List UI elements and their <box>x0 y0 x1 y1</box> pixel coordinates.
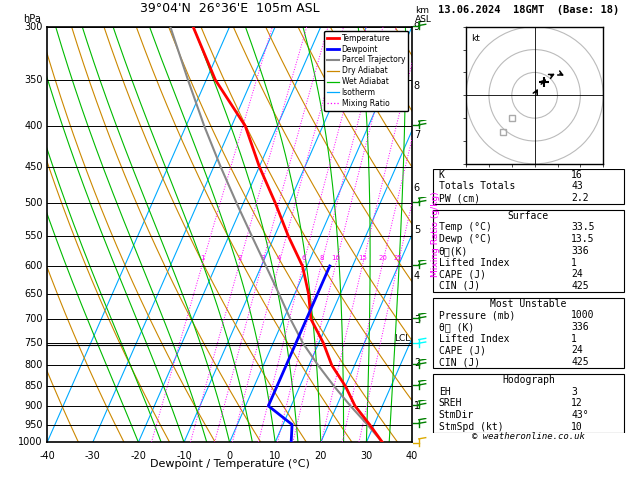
Text: Pressure (mb): Pressure (mb) <box>438 310 515 320</box>
Text: 13.5: 13.5 <box>571 234 595 244</box>
Text: 4: 4 <box>414 271 420 281</box>
Text: 1: 1 <box>571 334 577 344</box>
Text: 33.5: 33.5 <box>571 222 595 232</box>
Text: km
ASL: km ASL <box>415 6 432 24</box>
Text: 350: 350 <box>25 75 43 85</box>
Text: 4: 4 <box>277 255 281 260</box>
Text: 300: 300 <box>25 22 43 32</box>
Text: 5: 5 <box>414 225 420 235</box>
Text: 40: 40 <box>406 451 418 461</box>
Text: 10: 10 <box>331 255 340 260</box>
Text: 43: 43 <box>571 181 583 191</box>
Text: SREH: SREH <box>438 398 462 408</box>
Text: 2: 2 <box>237 255 242 260</box>
Text: 3: 3 <box>414 314 420 325</box>
Text: -20: -20 <box>130 451 147 461</box>
Text: 1000: 1000 <box>571 310 595 320</box>
X-axis label: Dewpoint / Temperature (°C): Dewpoint / Temperature (°C) <box>150 459 309 469</box>
Text: 2: 2 <box>414 358 420 368</box>
Text: θᴄ(K): θᴄ(K) <box>438 246 468 256</box>
Text: θᴄ (K): θᴄ (K) <box>438 322 474 332</box>
Text: 850: 850 <box>25 381 43 391</box>
Text: 600: 600 <box>25 261 43 271</box>
Text: 39°04'N  26°36'E  105m ASL: 39°04'N 26°36'E 105m ASL <box>140 1 320 15</box>
Text: CIN (J): CIN (J) <box>438 281 480 291</box>
Text: Most Unstable: Most Unstable <box>490 298 567 309</box>
Text: 425: 425 <box>571 357 589 367</box>
Text: 10: 10 <box>571 422 583 432</box>
Text: 1: 1 <box>414 400 420 411</box>
Text: hPa: hPa <box>23 14 41 24</box>
Text: Lifted Index: Lifted Index <box>438 334 509 344</box>
Text: -10: -10 <box>176 451 192 461</box>
Text: 550: 550 <box>24 231 43 241</box>
Text: 1000: 1000 <box>18 437 43 447</box>
Text: 650: 650 <box>25 289 43 298</box>
Text: 1: 1 <box>201 255 205 260</box>
FancyBboxPatch shape <box>433 374 624 433</box>
Text: kt: kt <box>470 34 479 43</box>
Text: CAPE (J): CAPE (J) <box>438 346 486 355</box>
Text: Dewp (°C): Dewp (°C) <box>438 234 491 244</box>
Text: 700: 700 <box>25 314 43 324</box>
Text: 400: 400 <box>25 121 43 131</box>
Text: 336: 336 <box>571 322 589 332</box>
Text: -40: -40 <box>39 451 55 461</box>
Text: 30: 30 <box>360 451 372 461</box>
Text: PW (cm): PW (cm) <box>438 193 480 203</box>
Text: Surface: Surface <box>508 210 549 221</box>
Text: 900: 900 <box>25 401 43 411</box>
Text: 3: 3 <box>260 255 265 260</box>
Text: 13.06.2024  18GMT  (Base: 18): 13.06.2024 18GMT (Base: 18) <box>438 4 619 15</box>
Text: 1: 1 <box>571 258 577 267</box>
Text: Totals Totals: Totals Totals <box>438 181 515 191</box>
Text: 0: 0 <box>226 451 233 461</box>
Legend: Temperature, Dewpoint, Parcel Trajectory, Dry Adiabat, Wet Adiabat, Isotherm, Mi: Temperature, Dewpoint, Parcel Trajectory… <box>324 31 408 111</box>
Text: 6: 6 <box>301 255 306 260</box>
Text: 16: 16 <box>571 170 583 180</box>
Text: 8: 8 <box>320 255 324 260</box>
Text: 20: 20 <box>378 255 387 260</box>
Text: LCL: LCL <box>394 334 411 343</box>
FancyBboxPatch shape <box>433 210 624 292</box>
Text: 3: 3 <box>571 386 577 397</box>
Text: 24: 24 <box>571 346 583 355</box>
FancyBboxPatch shape <box>433 169 624 204</box>
Text: © weatheronline.co.uk: © weatheronline.co.uk <box>472 432 585 441</box>
Text: 15: 15 <box>359 255 367 260</box>
Text: 750: 750 <box>24 338 43 348</box>
Text: StmSpd (kt): StmSpd (kt) <box>438 422 503 432</box>
Text: 8: 8 <box>414 81 420 91</box>
Text: Hodograph: Hodograph <box>502 375 555 385</box>
Text: 9: 9 <box>414 22 420 32</box>
Text: 800: 800 <box>25 360 43 370</box>
FancyBboxPatch shape <box>433 298 624 368</box>
Text: 450: 450 <box>25 162 43 172</box>
Text: 500: 500 <box>25 198 43 208</box>
Text: 43°: 43° <box>571 410 589 420</box>
Text: 10: 10 <box>269 451 281 461</box>
Text: StmDir: StmDir <box>438 410 474 420</box>
Text: EH: EH <box>438 386 450 397</box>
Text: 2.2: 2.2 <box>571 193 589 203</box>
Text: Temp (°C): Temp (°C) <box>438 222 491 232</box>
Text: 7: 7 <box>414 130 420 140</box>
Text: CAPE (J): CAPE (J) <box>438 269 486 279</box>
Text: 950: 950 <box>25 419 43 430</box>
Text: 24: 24 <box>571 269 583 279</box>
Text: CIN (J): CIN (J) <box>438 357 480 367</box>
Text: -30: -30 <box>85 451 101 461</box>
Text: K: K <box>438 170 445 180</box>
Text: 425: 425 <box>571 281 589 291</box>
Text: Mixing Ratio (g/kg): Mixing Ratio (g/kg) <box>431 191 440 278</box>
Text: 20: 20 <box>314 451 327 461</box>
Text: 6: 6 <box>414 183 420 192</box>
Text: 25: 25 <box>394 255 403 260</box>
Text: Lifted Index: Lifted Index <box>438 258 509 267</box>
Text: 336: 336 <box>571 246 589 256</box>
Text: 12: 12 <box>571 398 583 408</box>
